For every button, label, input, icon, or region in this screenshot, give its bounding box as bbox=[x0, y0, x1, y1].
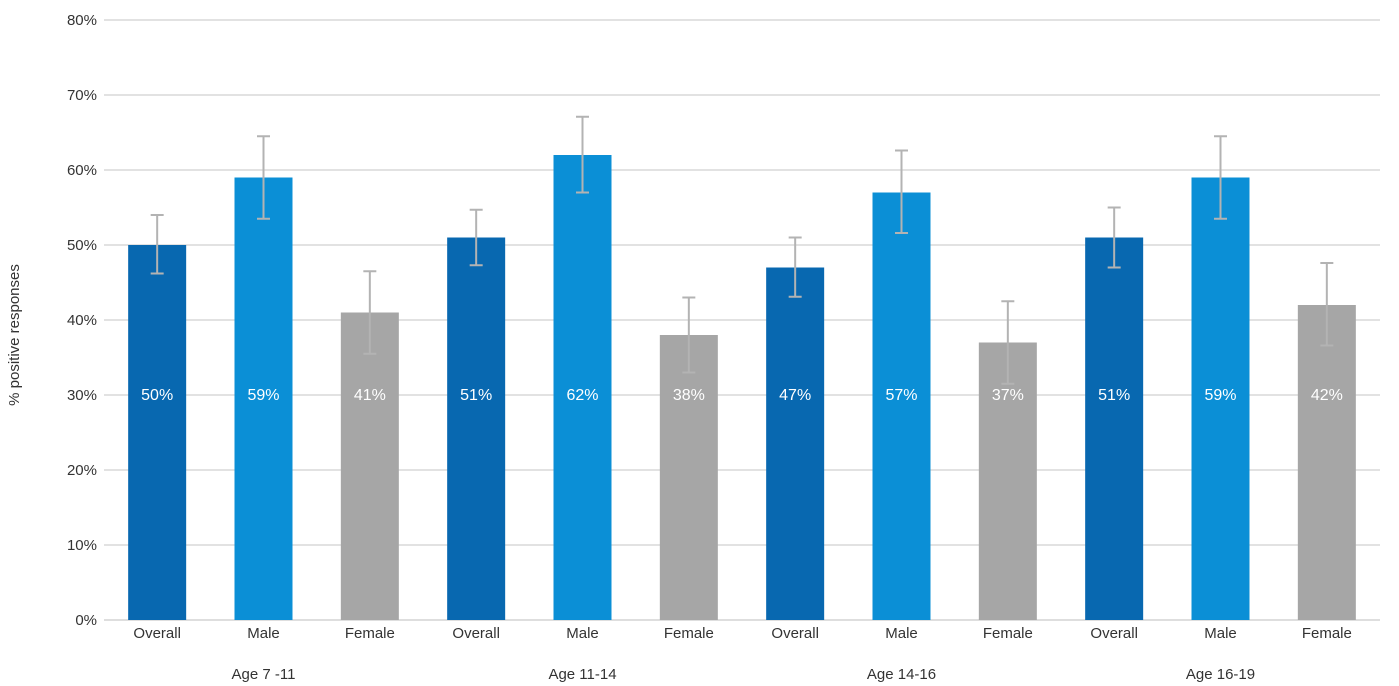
y-tick-label: 30% bbox=[67, 387, 97, 404]
x-category-label: Overall bbox=[452, 625, 500, 642]
x-category-label: Female bbox=[983, 625, 1033, 642]
data-label: 51% bbox=[1098, 387, 1130, 404]
data-label: 57% bbox=[885, 387, 917, 404]
data-label: 62% bbox=[566, 387, 598, 404]
x-axis-group-labels: Age 7 -11 Age 11-14 Age 14-16 Age 16-19 bbox=[232, 666, 1256, 683]
bar bbox=[872, 192, 931, 620]
data-label: 47% bbox=[779, 387, 811, 404]
bar bbox=[1191, 177, 1250, 620]
bar bbox=[766, 267, 825, 620]
x-group-label: Age 16-19 bbox=[1186, 666, 1255, 683]
y-tick-label: 10% bbox=[67, 537, 97, 554]
y-axis-label: % positive responses bbox=[6, 264, 23, 406]
y-tick-label: 40% bbox=[67, 312, 97, 329]
bar bbox=[1297, 305, 1356, 620]
x-category-label: Overall bbox=[771, 625, 819, 642]
data-label: 41% bbox=[354, 387, 386, 404]
bar bbox=[128, 245, 187, 620]
x-category-label: Male bbox=[1204, 625, 1237, 642]
bar bbox=[553, 155, 612, 620]
y-tick-label: 20% bbox=[67, 462, 97, 479]
bar bbox=[340, 312, 399, 620]
x-group-label: Age 11-14 bbox=[548, 666, 616, 683]
data-label: 51% bbox=[460, 387, 492, 404]
data-label: 59% bbox=[1204, 387, 1236, 404]
x-category-label: Overall bbox=[1090, 625, 1138, 642]
gridlines bbox=[104, 19, 1380, 621]
x-group-label: Age 14-16 bbox=[867, 666, 936, 683]
x-category-label: Female bbox=[1302, 625, 1352, 642]
y-axis-ticks: 0% 10% 20% 30% 40% 50% 60% 70% 80% bbox=[67, 12, 97, 629]
data-label: 50% bbox=[141, 387, 173, 404]
y-tick-label: 50% bbox=[67, 237, 97, 254]
x-category-label: Overall bbox=[133, 625, 181, 642]
x-group-label: Age 7 -11 bbox=[232, 666, 296, 683]
data-label: 42% bbox=[1311, 387, 1343, 404]
bar bbox=[659, 335, 718, 620]
y-tick-label: 80% bbox=[67, 12, 97, 29]
y-tick-label: 0% bbox=[75, 612, 97, 629]
x-category-label: Male bbox=[885, 625, 918, 642]
data-label: 38% bbox=[673, 387, 705, 404]
y-tick-label: 70% bbox=[67, 87, 97, 104]
x-category-label: Female bbox=[345, 625, 395, 642]
x-axis-category-labels: Overall Male Female Overall Male Female Overal… bbox=[133, 625, 1351, 642]
x-category-label: Female bbox=[664, 625, 714, 642]
bar bbox=[978, 342, 1037, 620]
bar bbox=[447, 237, 506, 620]
data-label: 37% bbox=[992, 387, 1024, 404]
x-category-label: Male bbox=[566, 625, 599, 642]
data-label: 59% bbox=[247, 387, 279, 404]
bars: 50% 59% 41% 51% 62% 38% 47% 57% 37% 51% 59% 42% bbox=[128, 115, 1356, 620]
x-category-label: Male bbox=[247, 625, 280, 642]
bar bbox=[1085, 237, 1144, 620]
bar bbox=[234, 177, 293, 620]
y-tick-label: 60% bbox=[67, 162, 97, 179]
